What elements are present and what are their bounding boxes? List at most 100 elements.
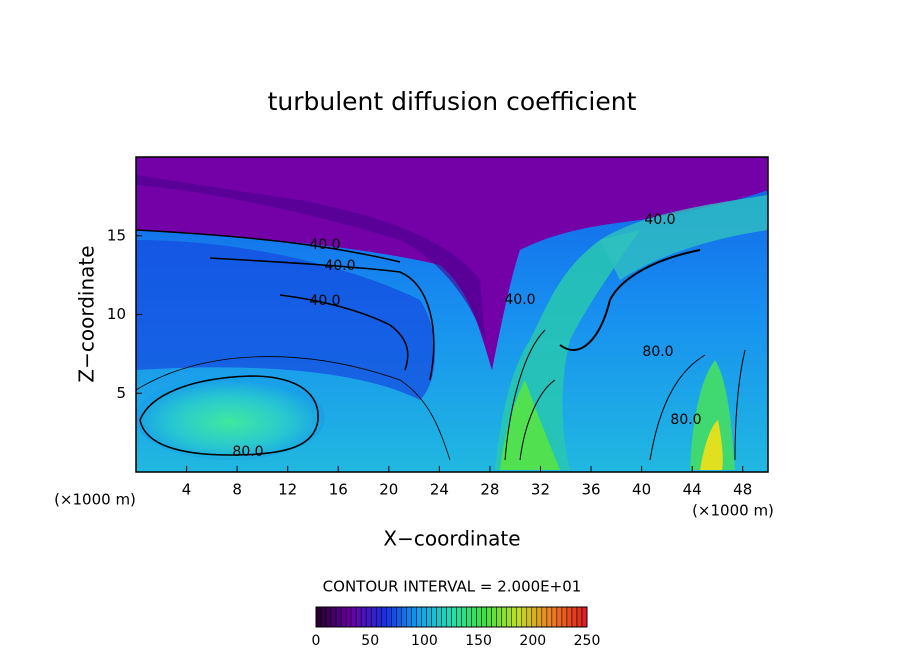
x-tick-label: 40 [632,481,651,499]
colorbar-cell [466,606,472,628]
contour-label: 40.0 [324,258,355,274]
colorbar-cell [406,606,412,628]
y-tick-label: 15 [107,226,126,244]
colorbar-cell [531,606,538,628]
colorbar-cell [471,606,477,628]
x-tick-label: 4 [182,481,192,499]
colorbar-cell [501,606,507,628]
x-axis-label: X−coordinate [383,527,520,551]
colorbar-cell [375,606,382,628]
colorbar-cell [325,606,332,628]
chart-title: turbulent diffusion coefficient [268,87,637,116]
colorbar-cell [431,606,437,628]
contour-label: 40.0 [504,292,535,308]
colorbar-cell [396,606,402,628]
colorbar-cell [566,606,573,628]
colorbar-cell [446,606,452,628]
contour-line [559,249,701,351]
contour-line [139,375,319,456]
colorbar-cell [521,606,528,628]
field-region [700,420,723,470]
field-region [500,380,560,470]
contour-line [136,229,401,263]
colorbar-cell [355,606,362,628]
colorbar-cell [391,606,397,628]
colorbar-cell [541,606,548,628]
colorbar-tick-label: 200 [519,633,546,649]
colorbar-tick-label: 50 [361,633,379,649]
colorbar-cell [330,606,337,628]
field-region [136,240,435,400]
colorbar-cell [386,606,392,628]
colorbar-cell [350,606,357,628]
x-tick-label: 44 [683,481,702,499]
colorbar-cell [340,606,347,628]
colorbar-tick-label: 150 [465,633,492,649]
colorbar-cell [451,606,457,628]
colorbar-cell [380,606,387,628]
colorbar-cell [461,606,467,628]
colorbar-cell [576,606,583,628]
colorbar-cell [546,606,553,628]
colorbar-cell [511,606,517,628]
colorbar-cell [401,606,407,628]
colorbar-cell [491,606,497,628]
contour-line [136,356,451,461]
x-unit-label: (×1000 m) [692,502,774,520]
colorbar-cell [556,606,563,628]
colorbar-cell [486,606,492,628]
colorbar-cell [551,606,558,628]
colorbar-cell [320,606,327,628]
contour-line [649,349,746,461]
colorbar-cell [456,606,462,628]
colorbar-cell [441,606,447,628]
colorbar-cell [411,606,417,628]
x-tick-label: 12 [278,481,297,499]
colorbar-cell [476,606,482,628]
contour-line [209,257,435,381]
colorbar-cell [526,606,533,628]
colorbar-cell [370,606,377,628]
x-tick-label: 28 [480,481,499,499]
contour-label: 80.0 [670,412,701,428]
colorbar-cell [421,606,427,628]
field [136,157,768,472]
field-region [136,175,485,340]
colorbar-cell [581,606,588,628]
x-tick-label: 32 [531,481,550,499]
x-tick-label: 48 [733,481,752,499]
contour-interval: CONTOUR INTERVAL = 2.000E+01 [323,578,582,596]
contour-label: 40.0 [309,293,340,309]
colorbar-cell [345,606,352,628]
y-axis-label: Z−coordinate [75,245,99,382]
colorbar-cell [536,606,543,628]
colorbar-cell [416,606,422,628]
x-tick-label: 8 [232,481,242,499]
field-region [690,360,735,470]
colorbar-cell [571,606,578,628]
colorbar-cell [481,606,487,628]
contour-label: 40.0 [309,237,340,253]
x-tick-label: 16 [329,481,348,499]
colorbar-tick-label: 0 [312,633,321,649]
colorbar-cell [360,606,367,628]
colorbar-tick-label: 250 [574,633,601,649]
colorbar-cell [365,606,372,628]
x-tick-label: 36 [581,481,600,499]
y-tick-label: 5 [116,384,126,402]
colorbar-cell [426,606,432,628]
colorbar-cell [335,606,342,628]
colorbar-cell [436,606,442,628]
colorbar-cell [496,606,502,628]
contour-label: 80.0 [642,344,673,360]
y-tick-label: 10 [107,305,126,323]
colorbar-cell [315,606,322,628]
contour-label: 80.0 [232,444,263,460]
x-unit-label: (×1000 m) [54,491,136,509]
contour-label: 40.0 [644,212,675,228]
x-tick-label: 20 [379,481,398,499]
colorbar-tick-label: 100 [411,633,438,649]
colorbar-cell [506,606,512,628]
contour-line [504,329,556,461]
